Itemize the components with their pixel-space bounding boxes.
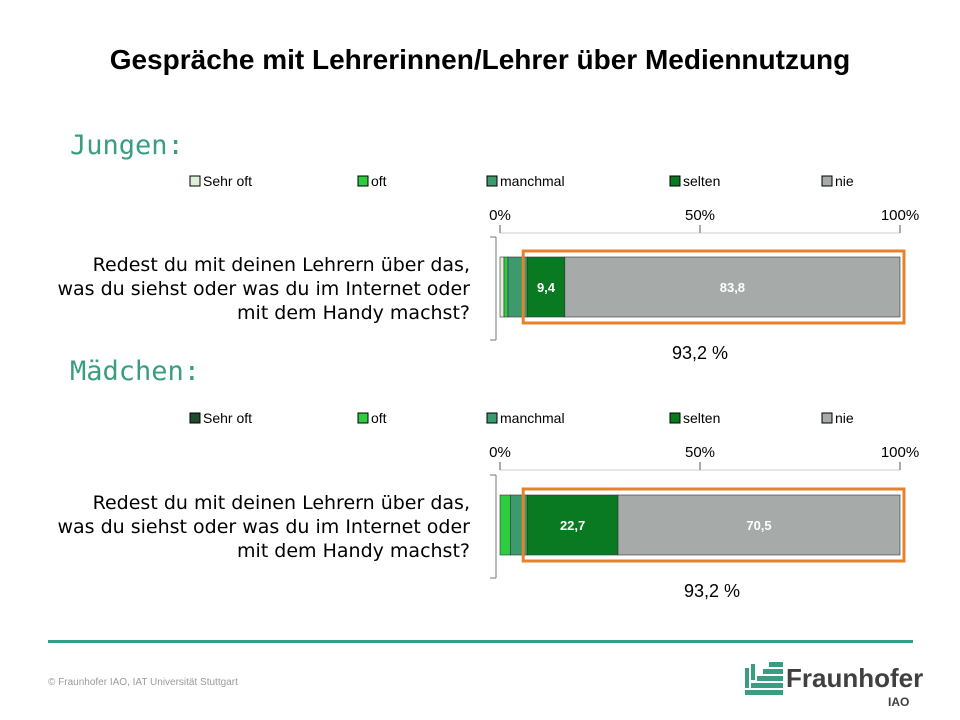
bar-segment bbox=[499, 494, 511, 556]
legend-swatch bbox=[669, 175, 681, 187]
section-label-girls: Mädchen: bbox=[70, 356, 201, 387]
highlight-box bbox=[521, 487, 906, 563]
legend-label: selten bbox=[683, 410, 720, 426]
fraunhofer-logo: Fraunhofer IAO bbox=[745, 658, 925, 712]
legend-swatch bbox=[669, 412, 681, 424]
legend-swatch bbox=[357, 412, 369, 424]
legend-label: nie bbox=[835, 410, 854, 426]
data-label: 9,4 bbox=[537, 280, 556, 295]
tick-label: 0% bbox=[489, 444, 511, 461]
copyright-text: © Fraunhofer IAO, IAT Universität Stuttg… bbox=[48, 677, 238, 688]
category-label: mit dem Handy machst? bbox=[237, 302, 470, 324]
data-label: 22,7 bbox=[560, 518, 585, 533]
legend-swatch bbox=[486, 412, 498, 424]
page-title: Gespräche mit Lehrerinnen/Lehrer über Me… bbox=[109, 44, 851, 75]
data-label: 70,5 bbox=[746, 518, 771, 533]
legend-label: Sehr oft bbox=[203, 173, 252, 189]
bar-segment bbox=[526, 494, 619, 556]
bar-segment bbox=[526, 256, 566, 318]
chart-boys-svg: Sehr oft oft manchmal selten nie 0% 50% 100% Red… bbox=[57, 173, 919, 363]
category-label: mit dem Handy machst? bbox=[237, 540, 470, 562]
legend-label: manchmal bbox=[500, 173, 565, 189]
chart-girls-svg: Sehr oft oft manchmal selten nie 0% 50% 100% Red… bbox=[57, 410, 919, 601]
bar-segment bbox=[617, 494, 901, 556]
bar-segment bbox=[503, 256, 509, 318]
category-label: was du siehst oder was du im Internet od… bbox=[57, 278, 470, 300]
chart-girls: Sehr oft oft manchmal selten nie 0% 50% 100% Red… bbox=[0, 400, 960, 660]
chart-boys: Sehr oft oft manchmal selten nie 0% 50% 100% Red… bbox=[0, 165, 960, 425]
bar-segment bbox=[564, 256, 901, 318]
highlight-total-label: 93,2 % bbox=[672, 343, 728, 363]
legend-label: oft bbox=[371, 410, 387, 426]
legend-swatch bbox=[357, 175, 369, 187]
footer-divider bbox=[48, 640, 913, 643]
legend-label: manchmal bbox=[500, 410, 565, 426]
category-label: Redest du mit deinen Lehrern über das, bbox=[93, 492, 470, 514]
tick-label: 100% bbox=[881, 444, 919, 461]
legend-swatch bbox=[189, 175, 201, 187]
category-label: Redest du mit deinen Lehrern über das, bbox=[93, 254, 470, 276]
bar-segment bbox=[499, 256, 505, 318]
legend-swatch bbox=[821, 175, 833, 187]
category-label: was du siehst oder was du im Internet od… bbox=[57, 516, 470, 538]
tick-label: 50% bbox=[685, 207, 715, 224]
legend-swatch bbox=[486, 175, 498, 187]
fraunhofer-logo-icon bbox=[745, 662, 783, 695]
highlight-box bbox=[521, 249, 906, 325]
tick-label: 100% bbox=[881, 207, 919, 224]
legend-swatch bbox=[821, 412, 833, 424]
legend-label: oft bbox=[371, 173, 387, 189]
legend-swatch bbox=[189, 412, 201, 424]
tick-label: 0% bbox=[489, 207, 511, 224]
legend-label: selten bbox=[683, 173, 720, 189]
legend-label: Sehr oft bbox=[203, 410, 252, 426]
highlight-total-label: 93,2 % bbox=[684, 581, 740, 601]
legend-label: nie bbox=[835, 173, 854, 189]
tick-label: 50% bbox=[685, 444, 715, 461]
data-label: 83,8 bbox=[720, 280, 745, 295]
logo-wordmark: Fraunhofer bbox=[786, 663, 924, 693]
section-label-boys: Jungen: bbox=[70, 130, 184, 161]
logo-subtitle: IAO bbox=[888, 695, 910, 709]
